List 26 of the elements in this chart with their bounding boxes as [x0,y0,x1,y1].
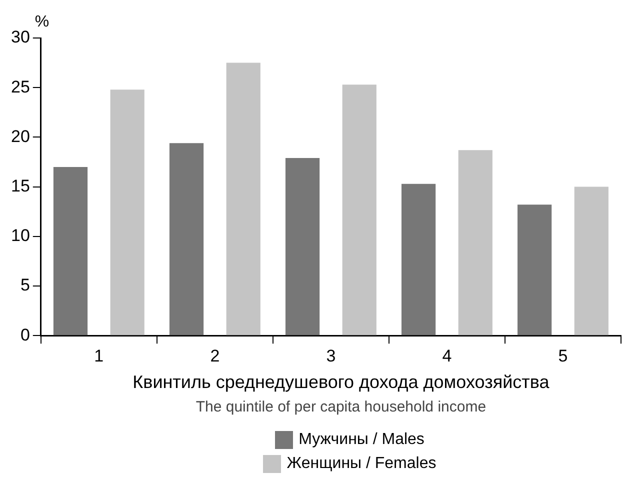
bar [110,90,144,336]
y-axis-title: % [34,13,50,30]
x-tick-label: 3 [326,346,336,366]
x-tick-label: 2 [210,346,220,366]
bar [401,184,436,336]
y-tick-label: 0 [20,325,30,344]
x-tick-label: 1 [94,346,104,366]
x-tick-label: 4 [442,346,452,366]
bar [458,150,492,336]
bar [342,84,376,336]
bar [169,143,204,336]
legend-label: Мужчины / Males [298,431,424,449]
bar [226,62,260,336]
y-tick-label: 20 [10,126,30,146]
legend-label: Женщины / Females [286,455,436,473]
y-tick-label: 30 [10,28,30,47]
bar [285,158,320,336]
y-tick-label: 10 [10,226,30,246]
bar [518,204,552,336]
bar [53,166,88,336]
y-tick-label: 5 [20,276,30,295]
y-tick-label: 25 [10,77,30,96]
x-axis-title: Квинтиль среднедушевого дохода домохозяйства The quintile of per capita household income [132,372,550,416]
bar [574,186,608,336]
x-tick-label: 5 [558,346,568,366]
y-tick-label: 15 [10,176,30,196]
